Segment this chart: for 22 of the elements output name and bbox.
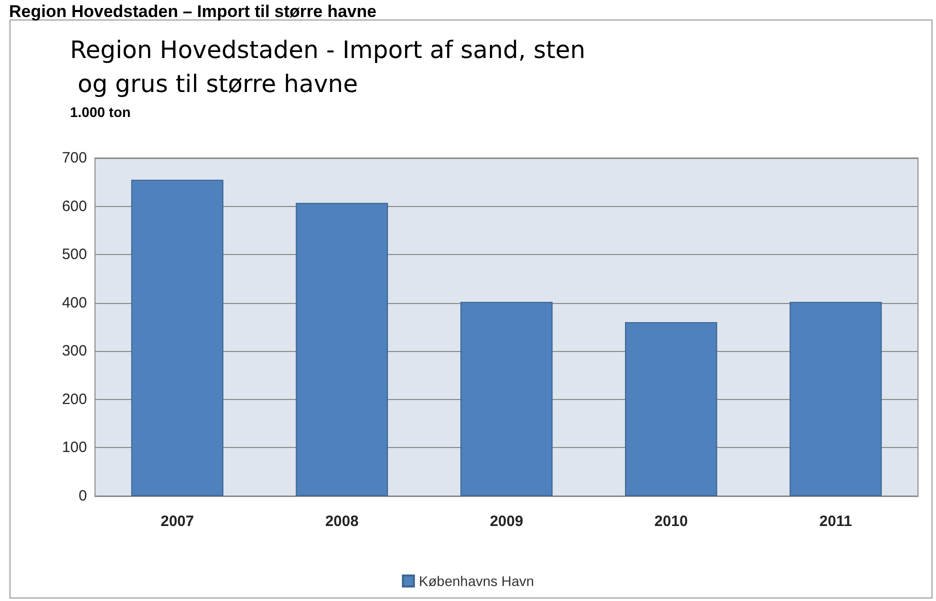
legend-label: Københavns Havn bbox=[418, 573, 534, 589]
bar bbox=[131, 180, 224, 496]
y-tick-label: 700 bbox=[62, 150, 87, 166]
y-tick-label: 500 bbox=[62, 246, 87, 264]
chart-subtitle: Region Hovedstaden - Import af sand, sten og grus til større havne bbox=[70, 36, 586, 98]
y-tick-label: 200 bbox=[62, 390, 87, 408]
x-tick-label: 2009 bbox=[490, 513, 524, 530]
bar bbox=[790, 302, 882, 496]
bar bbox=[460, 302, 553, 496]
y-axis-title: 1.000 ton bbox=[70, 104, 131, 120]
bar bbox=[625, 322, 718, 496]
bar bbox=[296, 202, 388, 496]
x-tick-label: 2010 bbox=[654, 513, 688, 530]
y-tick-label: 400 bbox=[62, 294, 87, 312]
x-tick-label: 2007 bbox=[160, 513, 194, 530]
x-tick-label: 2008 bbox=[325, 513, 359, 530]
y-tick-label: 100 bbox=[62, 439, 87, 456]
y-tick-label: 300 bbox=[62, 342, 87, 360]
y-tick-label: 600 bbox=[62, 198, 87, 215]
x-tick-label: 2011 bbox=[819, 513, 852, 530]
chart-title: Region Hovedstaden – Import til større havne bbox=[9, 2, 376, 21]
y-tick-label: 0 bbox=[78, 488, 87, 504]
